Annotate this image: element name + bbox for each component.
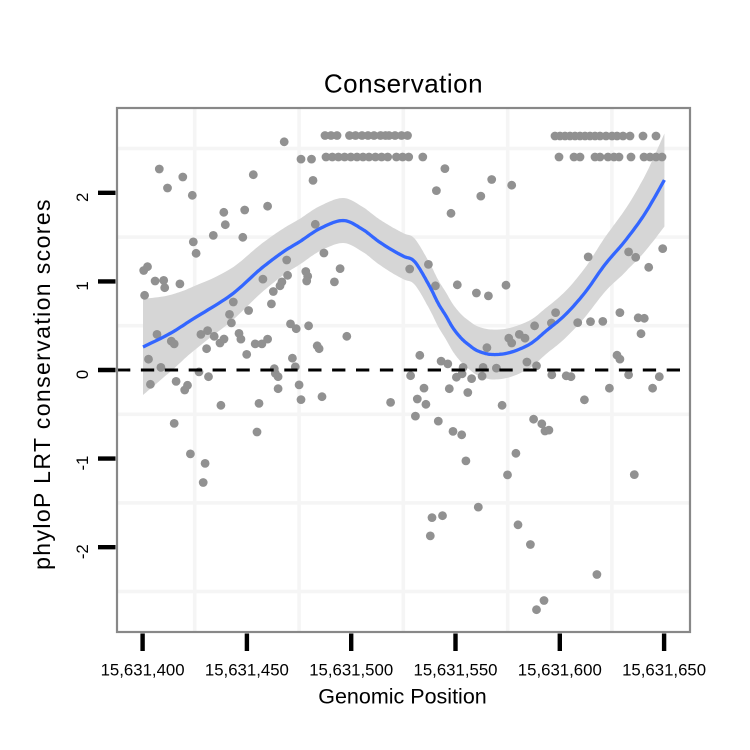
svg-text:Genomic Position: Genomic Position: [318, 685, 487, 709]
svg-text:15,631,650: 15,631,650: [622, 661, 706, 680]
svg-text:Conservation: Conservation: [324, 69, 483, 99]
svg-text:phyloP LRT conservation scores: phyloP LRT conservation scores: [29, 198, 55, 570]
svg-text:15,631,550: 15,631,550: [414, 661, 498, 680]
svg-text:-2: -2: [73, 544, 92, 559]
svg-text:15,631,450: 15,631,450: [205, 661, 289, 680]
svg-text:0: 0: [73, 370, 92, 379]
svg-text:2: 2: [73, 193, 92, 202]
svg-text:1: 1: [73, 281, 92, 290]
svg-text:15,631,500: 15,631,500: [309, 661, 393, 680]
svg-text:15,631,600: 15,631,600: [518, 661, 602, 680]
svg-text:15,631,400: 15,631,400: [101, 661, 185, 680]
svg-text:-1: -1: [73, 456, 92, 471]
